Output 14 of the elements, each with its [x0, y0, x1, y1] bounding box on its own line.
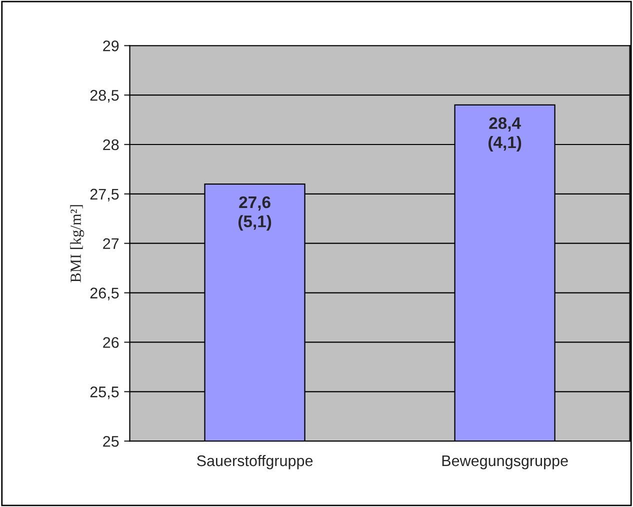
y-tick-label: 27,5 [90, 188, 119, 202]
data-label: 28,4 (4,1) [488, 117, 522, 152]
y-tick-label: 25,5 [90, 386, 119, 400]
y-tick-label: 27 [103, 238, 119, 249]
y-tick-label: 28 [103, 139, 119, 150]
y-tick-label: 26,5 [90, 288, 119, 300]
y-tick-label: 26 [103, 337, 119, 348]
y-tick-label: 28,5 [90, 90, 119, 103]
y-tick-label: 29 [103, 40, 119, 52]
y-tick-label: 25 [103, 436, 119, 447]
x-tick-label: Sauerstoffgruppe [197, 454, 313, 470]
y-axis-title: BMI [kg/m²] [70, 205, 84, 282]
data-label: 27,6 (5,1) [238, 196, 272, 231]
x-tick-label: Bewegungsgruppe [442, 456, 568, 470]
